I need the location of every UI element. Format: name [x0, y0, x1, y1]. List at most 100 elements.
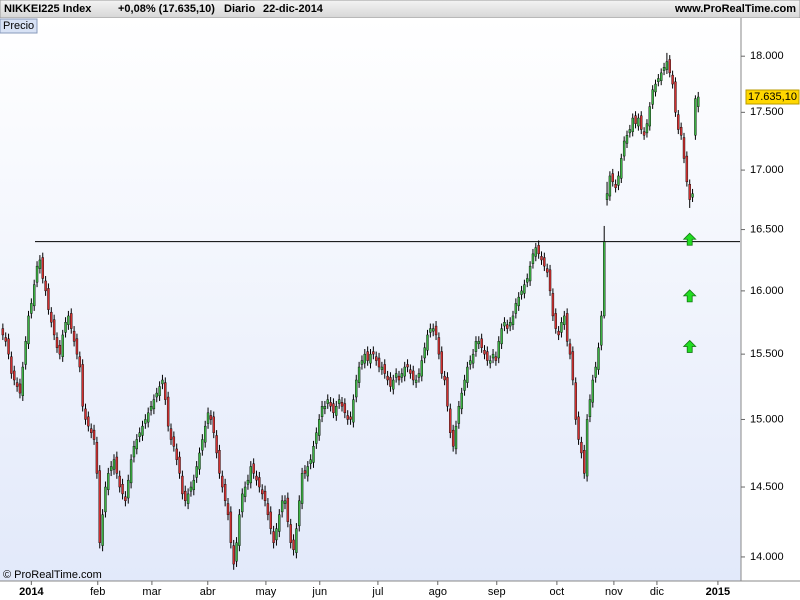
- candle-body: [44, 280, 47, 292]
- candle-body: [625, 135, 629, 144]
- last-price-label: 17.635,10: [748, 91, 797, 103]
- candle-body: [249, 466, 253, 484]
- x-tick-label: jul: [371, 586, 383, 598]
- candle-body: [474, 341, 478, 352]
- candle-body: [181, 475, 184, 495]
- candle-body: [241, 493, 244, 513]
- candle-body: [594, 366, 597, 378]
- candle-body: [315, 432, 318, 444]
- candle-body: [332, 403, 335, 414]
- candle-body: [671, 74, 674, 85]
- candle-body: [184, 490, 187, 502]
- candle-body: [534, 247, 537, 257]
- candle-body: [414, 379, 418, 383]
- candle-body: [637, 117, 640, 127]
- site: www.ProRealTime.com: [674, 3, 796, 15]
- candle-body: [380, 366, 384, 370]
- candle-body: [446, 377, 449, 407]
- candle-body: [280, 500, 284, 513]
- candle-body: [460, 392, 463, 410]
- x-tick-label: 2014: [19, 586, 44, 598]
- candle-body: [426, 334, 429, 351]
- candle-body: [238, 514, 241, 546]
- candle-body: [13, 370, 16, 381]
- candle-body: [92, 429, 96, 440]
- candle-body: [15, 382, 19, 387]
- candle-body: [394, 373, 398, 378]
- candle-body: [685, 155, 689, 183]
- candle-body: [622, 140, 626, 157]
- candle-body: [27, 315, 30, 345]
- y-tick-label: 17.500: [750, 106, 784, 118]
- candle-body: [565, 313, 569, 342]
- candle-body: [469, 360, 472, 365]
- candle-body: [577, 416, 580, 440]
- candle-body: [78, 356, 82, 368]
- candle-body: [432, 328, 435, 332]
- candle-body: [121, 484, 124, 495]
- candle-body: [406, 364, 409, 368]
- candle-body: [409, 369, 412, 374]
- candle-body: [585, 419, 589, 477]
- candle-body: [221, 475, 224, 488]
- price-axis: [741, 18, 800, 581]
- candle-body: [568, 343, 572, 355]
- signal-arrow: [682, 289, 697, 303]
- candle-body: [95, 441, 99, 474]
- candle-body: [255, 475, 258, 481]
- candle-body: [155, 392, 158, 398]
- candle-body: [127, 479, 130, 499]
- candle-body: [611, 173, 614, 183]
- candle-body: [420, 360, 423, 377]
- candle-body: [503, 322, 506, 327]
- candle-body: [628, 129, 632, 134]
- candle-body: [223, 484, 227, 502]
- candle-body: [352, 399, 355, 423]
- candle-body: [486, 351, 489, 361]
- candle-body: [471, 353, 475, 364]
- candle-body: [35, 265, 39, 283]
- candle-body: [138, 432, 141, 438]
- candle-body: [537, 245, 540, 255]
- candle-body: [4, 337, 7, 342]
- candle-body: [668, 59, 671, 74]
- candle-body: [554, 313, 557, 329]
- candle-body: [30, 303, 33, 314]
- candle-body: [412, 370, 415, 381]
- candle-body: [571, 351, 575, 381]
- candle-body: [386, 375, 389, 381]
- candle-body: [608, 175, 612, 197]
- candle-body: [226, 503, 230, 515]
- panel-label-box: [0, 18, 38, 34]
- candle-body: [597, 347, 600, 370]
- candle-body: [152, 399, 156, 410]
- candle-body: [81, 364, 84, 407]
- candle-body: [87, 416, 90, 427]
- candle-body: [397, 375, 401, 381]
- candle-body: [266, 503, 270, 515]
- candle-body: [164, 382, 167, 400]
- candle-body: [318, 419, 321, 436]
- candle-body: [252, 463, 255, 474]
- x-tick-label: oct: [550, 586, 565, 598]
- candle-body: [546, 268, 549, 273]
- candle-body: [688, 183, 691, 200]
- y-tick-label: 14.000: [750, 551, 784, 563]
- candle-body: [61, 334, 64, 357]
- candle-body: [198, 452, 201, 470]
- x-tick-label: feb: [90, 586, 105, 598]
- candle-body: [75, 338, 79, 355]
- candle-body: [335, 406, 338, 416]
- candle-body: [679, 126, 683, 136]
- candle-body: [429, 328, 432, 333]
- candle-body: [272, 531, 275, 543]
- candle-body: [514, 303, 518, 314]
- candle-body: [1, 328, 5, 336]
- candle-body: [70, 313, 73, 329]
- candle-body: [403, 366, 406, 377]
- candle-body: [178, 456, 181, 474]
- candle-body: [651, 89, 654, 105]
- candle-body: [665, 61, 669, 70]
- candle-body: [286, 497, 290, 522]
